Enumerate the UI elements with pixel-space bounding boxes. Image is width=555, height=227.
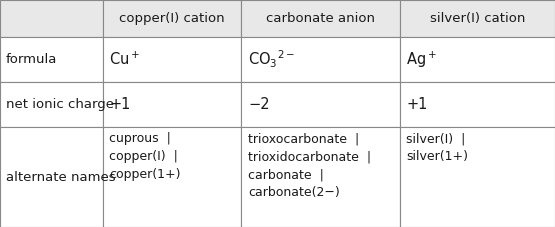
Bar: [400, 82, 555, 127]
Bar: [0, 0, 103, 37]
Bar: [400, 37, 555, 82]
Text: alternate names: alternate names: [6, 170, 115, 184]
Bar: [103, 82, 241, 127]
Text: copper(I) cation: copper(I) cation: [119, 12, 225, 25]
Text: CO$_3$$^{2-}$: CO$_3$$^{2-}$: [248, 49, 295, 70]
Bar: [400, 0, 555, 37]
Bar: [0, 127, 103, 227]
Bar: [103, 127, 241, 227]
Text: Ag$^+$: Ag$^+$: [406, 49, 437, 70]
Bar: [241, 82, 400, 127]
Text: trioxocarbonate  |
trioxidocarbonate  |
carbonate  |
carbonate(2−): trioxocarbonate | trioxidocarbonate | ca…: [248, 132, 371, 199]
Text: silver(I) cation: silver(I) cation: [430, 12, 525, 25]
Bar: [0, 37, 103, 82]
Text: carbonate anion: carbonate anion: [266, 12, 375, 25]
Text: net ionic charge: net ionic charge: [6, 98, 114, 111]
Bar: [241, 0, 400, 37]
Text: Cu$^+$: Cu$^+$: [109, 51, 140, 68]
Bar: [103, 37, 241, 82]
Text: silver(I)  |
silver(1+): silver(I) | silver(1+): [406, 132, 468, 163]
Bar: [241, 37, 400, 82]
Bar: [103, 0, 241, 37]
Text: +1: +1: [109, 97, 131, 112]
Text: −2: −2: [248, 97, 270, 112]
Text: cuprous  |
copper(I)  |
copper(1+): cuprous | copper(I) | copper(1+): [109, 132, 181, 181]
Text: +1: +1: [406, 97, 428, 112]
Text: formula: formula: [6, 53, 57, 66]
Bar: [0, 82, 103, 127]
Bar: [241, 127, 400, 227]
Bar: [400, 127, 555, 227]
